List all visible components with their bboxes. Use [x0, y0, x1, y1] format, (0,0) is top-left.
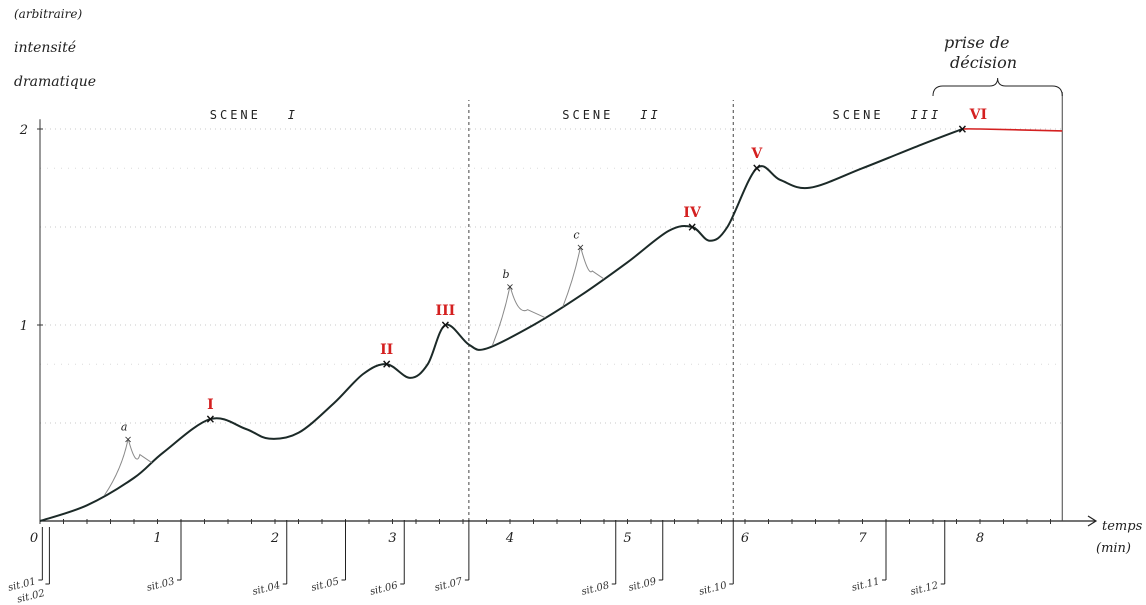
key-point-marker: ×	[957, 122, 967, 136]
scene-label: SCENE	[562, 108, 613, 122]
situation-label: sit.05	[310, 576, 340, 594]
key-point-marker: ×	[687, 220, 697, 234]
situation-label: sit.08	[580, 580, 610, 598]
axes: 0 1 2 3 4 5 6 7 8 1 2	[19, 92, 1098, 546]
y-axis-label-line-2: intensité	[14, 40, 76, 56]
situation-label: sit.09	[627, 576, 658, 594]
y-tick-label: 1	[20, 319, 28, 334]
situation-label: sit.06	[369, 580, 400, 598]
y-tick-label: 2	[19, 123, 28, 138]
x-tick-label: 0	[30, 531, 38, 546]
x-tick-label: 5	[623, 531, 631, 546]
scene-number: III	[911, 108, 942, 122]
grid-lines	[40, 128, 1063, 424]
situation-label: sit.11	[851, 576, 881, 594]
x-tick-label: 4	[505, 531, 514, 546]
key-point-marker: ×	[440, 318, 450, 332]
x-axis-label: temps	[1102, 519, 1143, 534]
decision-bracket	[932, 77, 1063, 97]
key-point-label: III	[436, 303, 456, 319]
side-peak-curve	[491, 285, 546, 346]
key-point-marker: ×	[382, 357, 392, 371]
key-point-label: II	[380, 342, 393, 358]
scene-labels: SCENE I SCENE II SCENE III	[210, 77, 1063, 521]
key-point-label: V	[750, 146, 763, 162]
x-tick-label: 1	[153, 531, 161, 546]
side-peak-marker: ×	[576, 243, 584, 254]
side-peak-curve	[562, 246, 605, 307]
curves	[39, 128, 1063, 522]
situation-label: sit.04	[251, 580, 281, 598]
scene-label: SCENE	[833, 108, 884, 122]
scene-number: I	[288, 108, 298, 122]
key-point-marker: ×	[752, 161, 762, 175]
scene-label: SCENE	[210, 108, 261, 122]
key-point-label: VI	[969, 107, 987, 123]
situation-label: sit.07	[434, 576, 465, 594]
decision-label-line-1: prise de	[944, 33, 1009, 52]
situation-label: sit.03	[146, 576, 176, 594]
y-axis-label-line-3: dramatique	[14, 74, 96, 90]
x-tick-label: 6	[741, 531, 749, 546]
side-peak-marker: ×	[124, 435, 132, 446]
situation-label: sit.12	[909, 580, 939, 598]
side-peak-label: a	[121, 421, 128, 434]
numbered-points: ×a×b×c×I×II×III×IV×V×VI	[121, 107, 987, 446]
x-axis-unit: (min)	[1096, 541, 1131, 556]
situation-label: sit.10	[698, 580, 729, 598]
key-point-label: I	[207, 397, 214, 413]
decision-plateau-line	[962, 128, 1063, 132]
side-peak-curve	[104, 438, 152, 496]
side-peak-label: b	[502, 268, 509, 281]
scene-number: II	[640, 108, 660, 122]
x-tick-label: 8	[976, 531, 984, 546]
x-tick-label: 7	[858, 531, 867, 546]
axis-labels: (arbitraire) intensité dramatique temps …	[14, 7, 1143, 556]
side-peak-marker: ×	[506, 282, 514, 293]
x-tick-label: 2	[270, 531, 279, 546]
key-point-label: IV	[683, 205, 702, 221]
key-point-marker: ×	[205, 412, 215, 426]
x-tick-label: 3	[388, 531, 396, 546]
x-axis-arrow	[1087, 515, 1098, 527]
decision-label-line-2: décision	[950, 53, 1017, 72]
y-axis-label-line-1: (arbitraire)	[14, 7, 82, 21]
side-peak-label: c	[573, 229, 579, 242]
main-curve	[39, 128, 963, 522]
